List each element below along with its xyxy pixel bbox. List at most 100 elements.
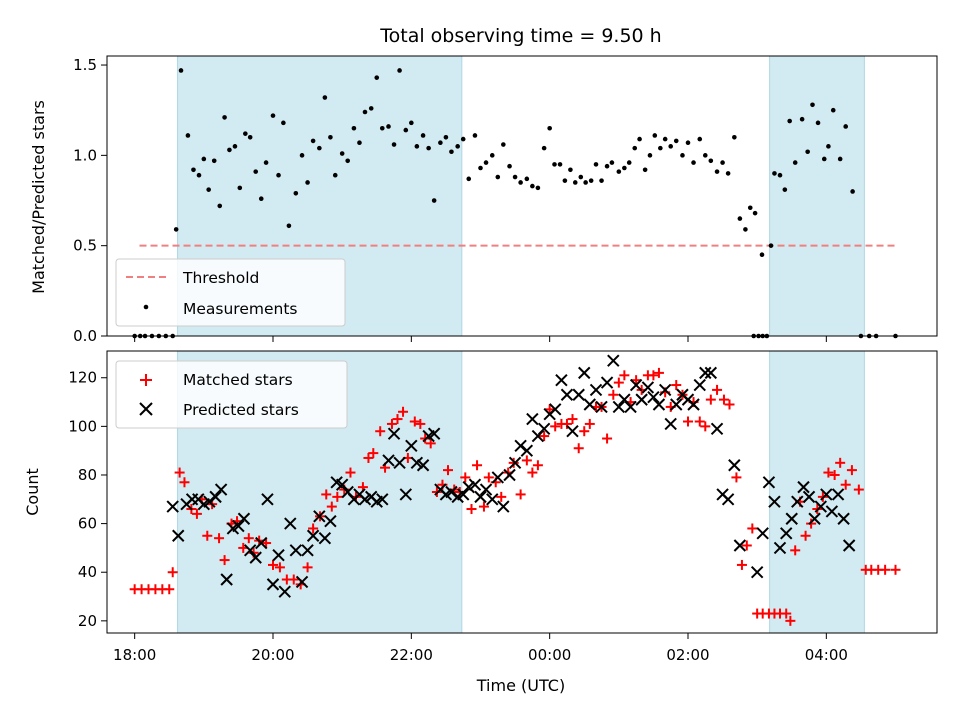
measurement-point [725,171,731,176]
measurement-point [752,210,758,216]
matched-star-point [308,523,319,534]
predicted-star-point [537,422,551,436]
measurement-point [466,176,472,182]
matched-star-point [731,472,742,483]
measurement-point [599,178,604,183]
predicted-star-point [785,512,798,525]
predicted-star-point [237,512,251,525]
matched-star-point [219,555,230,566]
predicted-star-point [733,539,747,552]
predicted-star-point [797,480,810,494]
bottom-y-axis-label: Count [23,468,42,516]
matched-star-point [415,418,426,429]
matched-star-point [653,367,664,378]
predicted-legend-swatch [139,402,153,416]
matched-star-point [648,370,659,381]
measurement-point [562,178,568,183]
matched-star-point [386,418,397,429]
predicted-star-point [578,366,591,380]
measurement-point [626,160,632,165]
bottom-xtick-label: 02:00 [666,646,709,664]
measurement-point [270,113,276,118]
predicted-star-point [306,529,320,542]
matched-star-point [829,469,840,480]
predicted-star-point [284,517,297,530]
measurement-point [609,160,615,165]
matched-star-point [179,477,190,488]
measurements-legend-label: Measurements [183,300,298,318]
predicted-star-point [721,493,735,506]
bottom-xtick-label: 20:00 [251,646,294,664]
predicted-star-point [589,383,603,397]
matched-star-point [174,467,185,478]
predicted-star-point [261,493,274,506]
measurement-point [281,120,286,126]
predicted-star-point [220,573,233,586]
measurement-point [414,144,420,149]
measurement-point [530,183,535,189]
measurement-point [697,136,703,142]
matched-star-point [274,562,285,573]
predicted-star-point [693,378,706,392]
measurement-point [299,153,305,158]
bottom-xtick-label: 18:00 [113,646,156,664]
predicted-star-point [762,476,776,489]
matched-star-point [268,559,278,570]
predicted-star-point [629,378,643,392]
predicted-star-point [457,488,470,501]
predicted-star-point [704,366,718,380]
measurements-legend-swatch [143,304,149,310]
measurement-point [524,176,530,182]
bottom-ytick-label: 60 [78,515,97,533]
measurement-point [662,136,668,142]
predicted-star-point [768,495,781,508]
measurement-point [850,189,855,194]
predicted-star-point [756,527,769,540]
predicted-star-point [831,488,845,501]
predicted-star-point [560,388,574,401]
predicted-star-point [209,490,222,504]
predicted-star-point [335,478,349,491]
predicted-star-point [301,544,314,557]
measurement-point [345,158,351,164]
measurement-point [211,158,217,164]
predicted-star-point [647,390,660,404]
measurement-point [708,158,714,164]
predicted-star-point [555,373,568,387]
measurement-point [362,109,368,115]
matched-star-point [398,406,409,417]
measurement-point [747,205,753,211]
measurement-point [547,125,552,131]
measurement-point [206,187,211,192]
measurement-point [826,144,831,149]
measurement-point [426,145,431,151]
measurement-point [191,167,196,173]
measurement-point [557,162,563,167]
predicted-star-point [820,488,833,501]
measurement-point [501,142,506,147]
matched-star-point [694,416,705,427]
predicted-star-point [243,544,257,557]
matched-star-point [544,404,555,415]
measurement-point [253,169,259,174]
predicted-star-point [791,495,804,508]
predicted-star-point [802,490,816,504]
measurement-point [810,102,815,108]
measurement-point [658,145,663,151]
bottom-legend-box [115,360,348,429]
predicted-star-point [652,398,666,411]
matched-star-point [800,530,811,541]
bottom-xtick-label: 22:00 [390,646,433,664]
measurement-point [652,133,658,138]
predicted-star-point [313,510,326,523]
matched-star-point [584,418,595,429]
matched-legend-swatch [140,374,152,386]
matched-star-point [326,501,337,512]
predicted-star-point [670,398,683,411]
matched-star-point [823,467,834,478]
matched-star-point [853,484,864,495]
predicted-star-point [486,493,499,506]
measurement-point [227,147,232,153]
matched-star-point [164,584,175,595]
